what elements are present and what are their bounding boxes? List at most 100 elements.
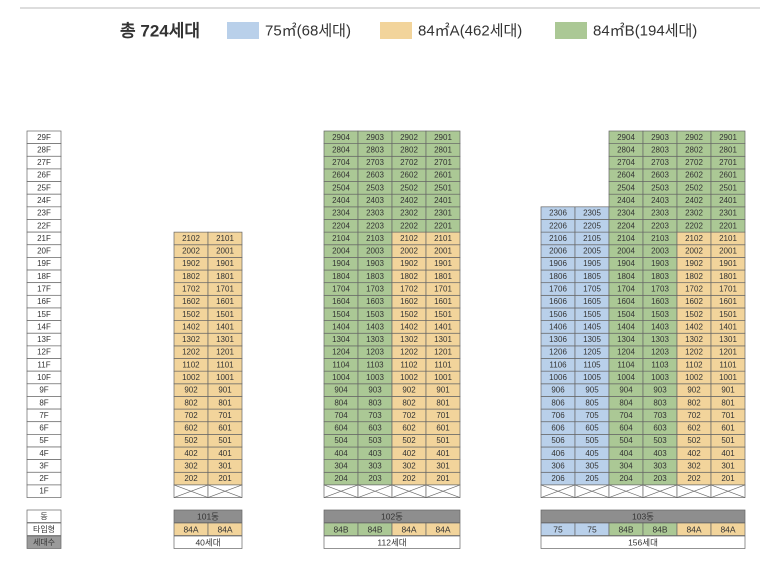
- unit-number: 1304: [617, 335, 635, 344]
- legend-label: 84㎡A(462세대): [418, 23, 522, 40]
- unit-number: 1404: [332, 322, 350, 331]
- unit-number: 2904: [332, 133, 350, 142]
- unit-number: 202: [687, 474, 701, 483]
- floor-label: 1F: [39, 487, 48, 496]
- unit-number: 1701: [216, 285, 234, 294]
- unit-number: 1702: [685, 285, 703, 294]
- unit-number: 201: [721, 474, 735, 483]
- unit-number: 1101: [719, 360, 737, 369]
- unit-number: 2002: [400, 247, 418, 256]
- floor-label: 23F: [37, 209, 51, 218]
- pilotis-cross: [357, 484, 393, 498]
- unit-number: 1904: [617, 259, 635, 268]
- unit-number: 205: [585, 474, 599, 483]
- unit-number: 701: [218, 411, 232, 420]
- unit-number: 1004: [332, 373, 350, 382]
- unit-number: 1803: [366, 272, 384, 281]
- unit-number: 604: [334, 424, 348, 433]
- unit-number: 702: [184, 411, 198, 420]
- unit-number: 1502: [182, 310, 200, 319]
- unit-number: 202: [402, 474, 416, 483]
- floor-label: 15F: [37, 310, 51, 319]
- floor-label: 4F: [39, 449, 48, 458]
- unit-number: 2404: [617, 196, 635, 205]
- unit-number: 201: [436, 474, 450, 483]
- unit-number: 404: [619, 449, 633, 458]
- unit-number: 204: [334, 474, 348, 483]
- unit-number: 2801: [719, 145, 737, 154]
- pilotis-cross: [207, 484, 243, 498]
- unit-number: 1302: [400, 335, 418, 344]
- legend-label: 75㎡(68세대): [265, 23, 351, 40]
- unit-number: 904: [334, 386, 348, 395]
- unit-number: 901: [436, 386, 450, 395]
- unit-number: 603: [368, 424, 382, 433]
- unit-number: 2804: [332, 145, 350, 154]
- unit-number: 2601: [719, 171, 737, 180]
- unit-number: 901: [721, 386, 735, 395]
- unit-number: 1504: [617, 310, 635, 319]
- type-label: 84B: [333, 524, 348, 534]
- type-label: 84A: [720, 524, 735, 534]
- unit-number: 1004: [617, 373, 635, 382]
- unit-number: 806: [551, 398, 565, 407]
- unit-number: 1402: [182, 322, 200, 331]
- unit-number: 1205: [583, 348, 601, 357]
- unit-number: 2205: [583, 221, 601, 230]
- household-count: 40세대: [195, 537, 220, 547]
- unit-number: 1104: [617, 360, 635, 369]
- unit-number: 2001: [719, 247, 737, 256]
- unit-number: 2001: [216, 247, 234, 256]
- unit-number: 404: [334, 449, 348, 458]
- unit-number: 1104: [332, 360, 350, 369]
- unit-number: 1006: [549, 373, 567, 382]
- unit-number: 2801: [434, 145, 452, 154]
- unit-number: 1603: [651, 297, 669, 306]
- unit-number: 2203: [366, 221, 384, 230]
- unit-number: 2802: [400, 145, 418, 154]
- unit-number: 405: [585, 449, 599, 458]
- unit-number: 1903: [366, 259, 384, 268]
- unit-number: 602: [184, 424, 198, 433]
- unit-number: 2102: [685, 234, 703, 243]
- unit-number: 2504: [332, 183, 350, 192]
- unit-number: 1806: [549, 272, 567, 281]
- unit-number: 1502: [685, 310, 703, 319]
- unit-number: 1103: [366, 360, 384, 369]
- type-label: 84A: [686, 524, 701, 534]
- floor-label: 12F: [37, 348, 51, 357]
- household-count: 112세대: [377, 537, 406, 547]
- unit-number: 606: [551, 424, 565, 433]
- unit-number: 2204: [617, 221, 635, 230]
- building-name-bar: [323, 509, 461, 523]
- unit-number: 502: [184, 436, 198, 445]
- floor-label: 22F: [37, 221, 51, 230]
- floor-label: 28F: [37, 145, 51, 154]
- floor-label: 9F: [39, 386, 48, 395]
- floor-label: 5F: [39, 436, 48, 445]
- unit-number: 1702: [400, 285, 418, 294]
- type-label: 84B: [652, 524, 667, 534]
- unit-number: 1603: [366, 297, 384, 306]
- unit-number: 2206: [549, 221, 567, 230]
- unit-number: 2702: [685, 158, 703, 167]
- unit-number: 903: [653, 386, 667, 395]
- unit-number: 1802: [685, 272, 703, 281]
- pilotis-cross: [574, 484, 610, 498]
- unit-number: 906: [551, 386, 565, 395]
- unit-number: 303: [653, 461, 667, 470]
- unit-number: 701: [436, 411, 450, 420]
- unit-number: 2104: [332, 234, 350, 243]
- unit-number: 303: [368, 461, 382, 470]
- floor-label: 14F: [37, 322, 51, 331]
- unit-number: 2304: [617, 209, 635, 218]
- unit-number: 2504: [617, 183, 635, 192]
- pilotis-cross: [391, 484, 427, 498]
- unit-number: 2101: [216, 234, 234, 243]
- unit-number: 1801: [434, 272, 452, 281]
- unit-number: 1401: [719, 322, 737, 331]
- unit-number: 2204: [332, 221, 350, 230]
- unit-number: 2106: [549, 234, 567, 243]
- floor-label: 16F: [37, 297, 51, 306]
